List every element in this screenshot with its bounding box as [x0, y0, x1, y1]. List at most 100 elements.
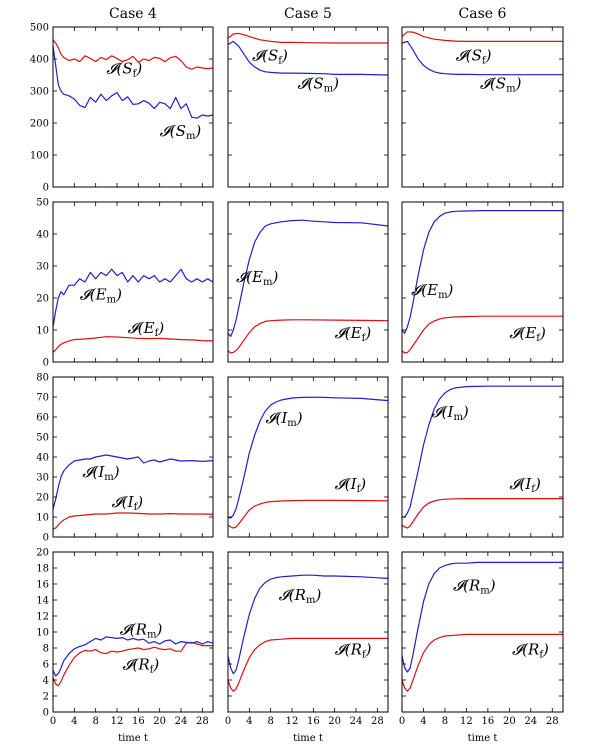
series-annotation: 𝓘(If) — [112, 493, 144, 513]
x-tick-label: 4 — [71, 716, 77, 727]
y-tick-label: 20 — [36, 548, 49, 559]
y-tick-label: 200 — [30, 119, 49, 130]
x-tick-label: 24 — [524, 716, 537, 727]
y-tick-label: 20 — [36, 493, 49, 504]
y-tick-label: 30 — [36, 262, 49, 273]
y-tick-label: 6 — [43, 660, 49, 671]
y-tick-label: 50 — [36, 433, 49, 444]
y-tick-label: 16 — [36, 580, 49, 591]
x-axis-label: time t — [468, 733, 498, 744]
series-line — [227, 574, 389, 675]
series-annotation: 𝓘(Im) — [265, 409, 302, 429]
series-annotation: 𝓘(Em) — [236, 268, 278, 288]
y-tick-label: 0 — [43, 533, 49, 544]
x-tick-label: 0 — [50, 716, 56, 727]
y-tick-label: 8 — [43, 644, 49, 655]
panel-frame — [401, 201, 564, 363]
y-tick-label: 500 — [30, 23, 49, 34]
x-axis-label: time t — [293, 733, 323, 744]
series-annotation: 𝓘(Sm) — [480, 74, 522, 94]
column-title: Case 4 — [109, 6, 157, 22]
x-tick-label: 28 — [546, 716, 559, 727]
series-annotation: 𝓘(Rf) — [335, 640, 372, 660]
x-tick-label: 0 — [399, 716, 405, 727]
series-line — [227, 219, 389, 337]
series-line — [227, 499, 389, 529]
y-tick-label: 20 — [36, 294, 49, 305]
series-line — [402, 385, 563, 518]
y-tick-label: 0 — [43, 183, 49, 194]
y-tick-label: 30 — [36, 473, 49, 484]
x-tick-label: 8 — [267, 716, 273, 727]
series-line — [227, 40, 389, 76]
y-tick-label: 400 — [30, 55, 49, 66]
y-tick-label: 40 — [36, 230, 49, 241]
x-tick-label: 12 — [460, 716, 473, 727]
series-annotation: 𝓘(Rf) — [122, 656, 159, 676]
y-tick-label: 10 — [36, 513, 49, 524]
series-annotation: 𝓘(Ef) — [509, 324, 546, 344]
x-tick-label: 8 — [92, 716, 98, 727]
y-tick-label: 4 — [43, 676, 49, 687]
series-annotation: 𝓘(Sf) — [456, 47, 492, 67]
series-annotation: 𝓘(Em) — [411, 281, 453, 301]
x-tick-label: 12 — [286, 716, 299, 727]
x-tick-label: 24 — [350, 716, 363, 727]
x-axis-label: time t — [118, 733, 148, 744]
series-line — [52, 454, 214, 510]
x-tick-label: 12 — [111, 716, 124, 727]
x-tick-label: 20 — [328, 716, 341, 727]
x-tick-label: 20 — [153, 716, 166, 727]
series-line — [52, 268, 214, 327]
series-annotation: 𝓘(Sf) — [106, 59, 142, 79]
y-tick-label: 0 — [43, 708, 49, 719]
panel-frame — [401, 376, 564, 538]
series-line — [401, 31, 563, 43]
y-tick-label: 0 — [43, 358, 49, 369]
x-tick-label: 0 — [225, 716, 231, 727]
panel-frame — [227, 551, 389, 713]
y-tick-label: 80 — [36, 373, 49, 384]
series-annotation: 𝓘(Em) — [80, 286, 122, 306]
series-line — [52, 636, 214, 677]
series-line — [227, 637, 388, 692]
column-title: Case 6 — [459, 6, 507, 22]
y-tick-label: 70 — [36, 393, 49, 404]
series-annotation: 𝓘(Rm) — [453, 576, 496, 596]
series-annotation: 𝓘(Ef) — [335, 324, 372, 344]
column-title: Case 5 — [284, 6, 332, 22]
series-annotation: 𝓘(Ef) — [128, 319, 165, 339]
series-annotation: 𝓘(Im) — [82, 463, 119, 483]
y-tick-label: 40 — [36, 453, 49, 464]
y-tick-label: 2 — [43, 692, 49, 703]
x-tick-label: 24 — [175, 716, 188, 727]
series-line — [401, 40, 563, 76]
y-tick-label: 18 — [36, 564, 49, 575]
panel-frame — [227, 376, 389, 538]
x-tick-label: 4 — [420, 716, 426, 727]
series-line — [401, 561, 563, 673]
x-tick-label: 28 — [371, 716, 384, 727]
x-tick-label: 20 — [503, 716, 516, 727]
series-annotation: 𝓘(If) — [335, 475, 367, 495]
series-annotation: 𝓘(Sm) — [297, 74, 339, 94]
series-annotation: 𝓘(Sm) — [160, 122, 202, 142]
series-line — [401, 498, 563, 529]
series-line — [227, 319, 389, 354]
y-tick-label: 60 — [36, 413, 49, 424]
series-line — [227, 396, 389, 519]
series-annotation: 𝓘(Rm) — [120, 620, 163, 640]
series-line — [52, 641, 213, 687]
series-line — [52, 336, 214, 353]
panel-frame — [401, 551, 564, 713]
series-annotation: 𝓘(Im) — [432, 403, 469, 423]
x-tick-label: 16 — [307, 716, 320, 727]
x-tick-label: 16 — [132, 716, 145, 727]
series-line — [52, 512, 214, 530]
y-tick-label: 14 — [36, 596, 49, 607]
panel-frame — [52, 201, 214, 363]
y-tick-label: 50 — [36, 198, 49, 209]
series-annotation: 𝓘(Rm) — [279, 586, 322, 606]
series-annotation: 𝓘(Rf) — [512, 640, 549, 660]
